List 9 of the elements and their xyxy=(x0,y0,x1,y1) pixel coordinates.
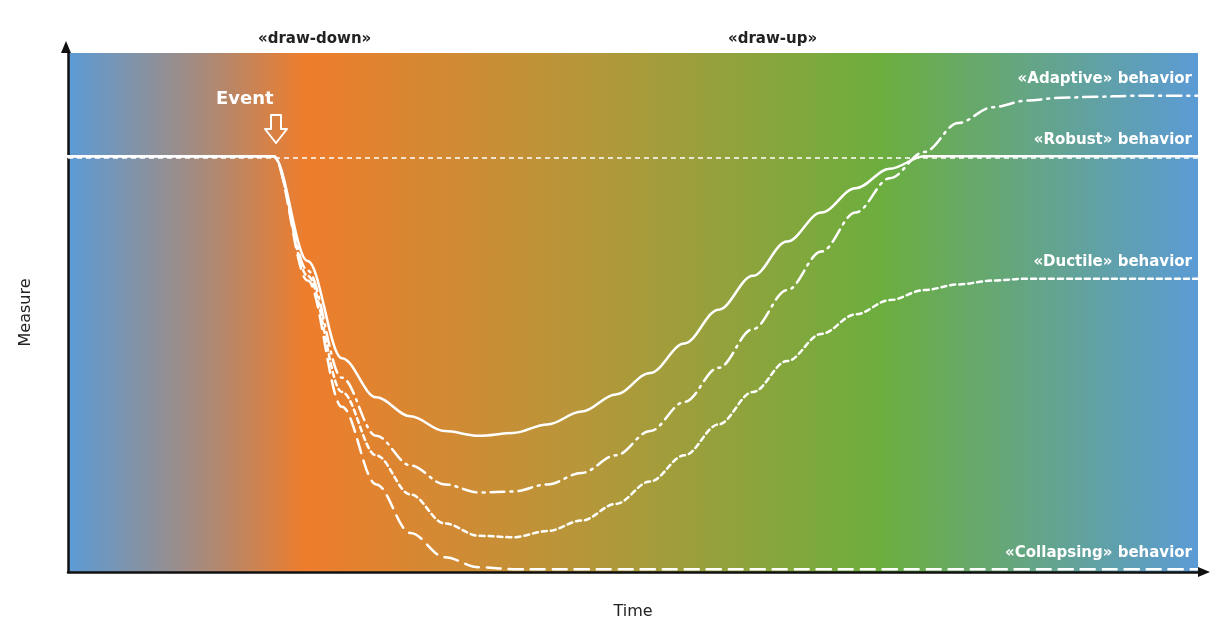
series-label: «Robust» behavior xyxy=(1033,129,1193,148)
annotation: Event xyxy=(216,86,275,108)
y-axis-title: Measure xyxy=(14,278,34,347)
x-axis-title: Time xyxy=(612,600,653,620)
series-label: «Collapsing» behavior xyxy=(1005,542,1193,561)
text: «draw-up» xyxy=(728,28,818,47)
series-label: «Adaptive» behavior xyxy=(1017,69,1193,88)
text: «draw-down» xyxy=(258,28,372,47)
series-label: «Ductile» behavior xyxy=(1033,252,1193,271)
